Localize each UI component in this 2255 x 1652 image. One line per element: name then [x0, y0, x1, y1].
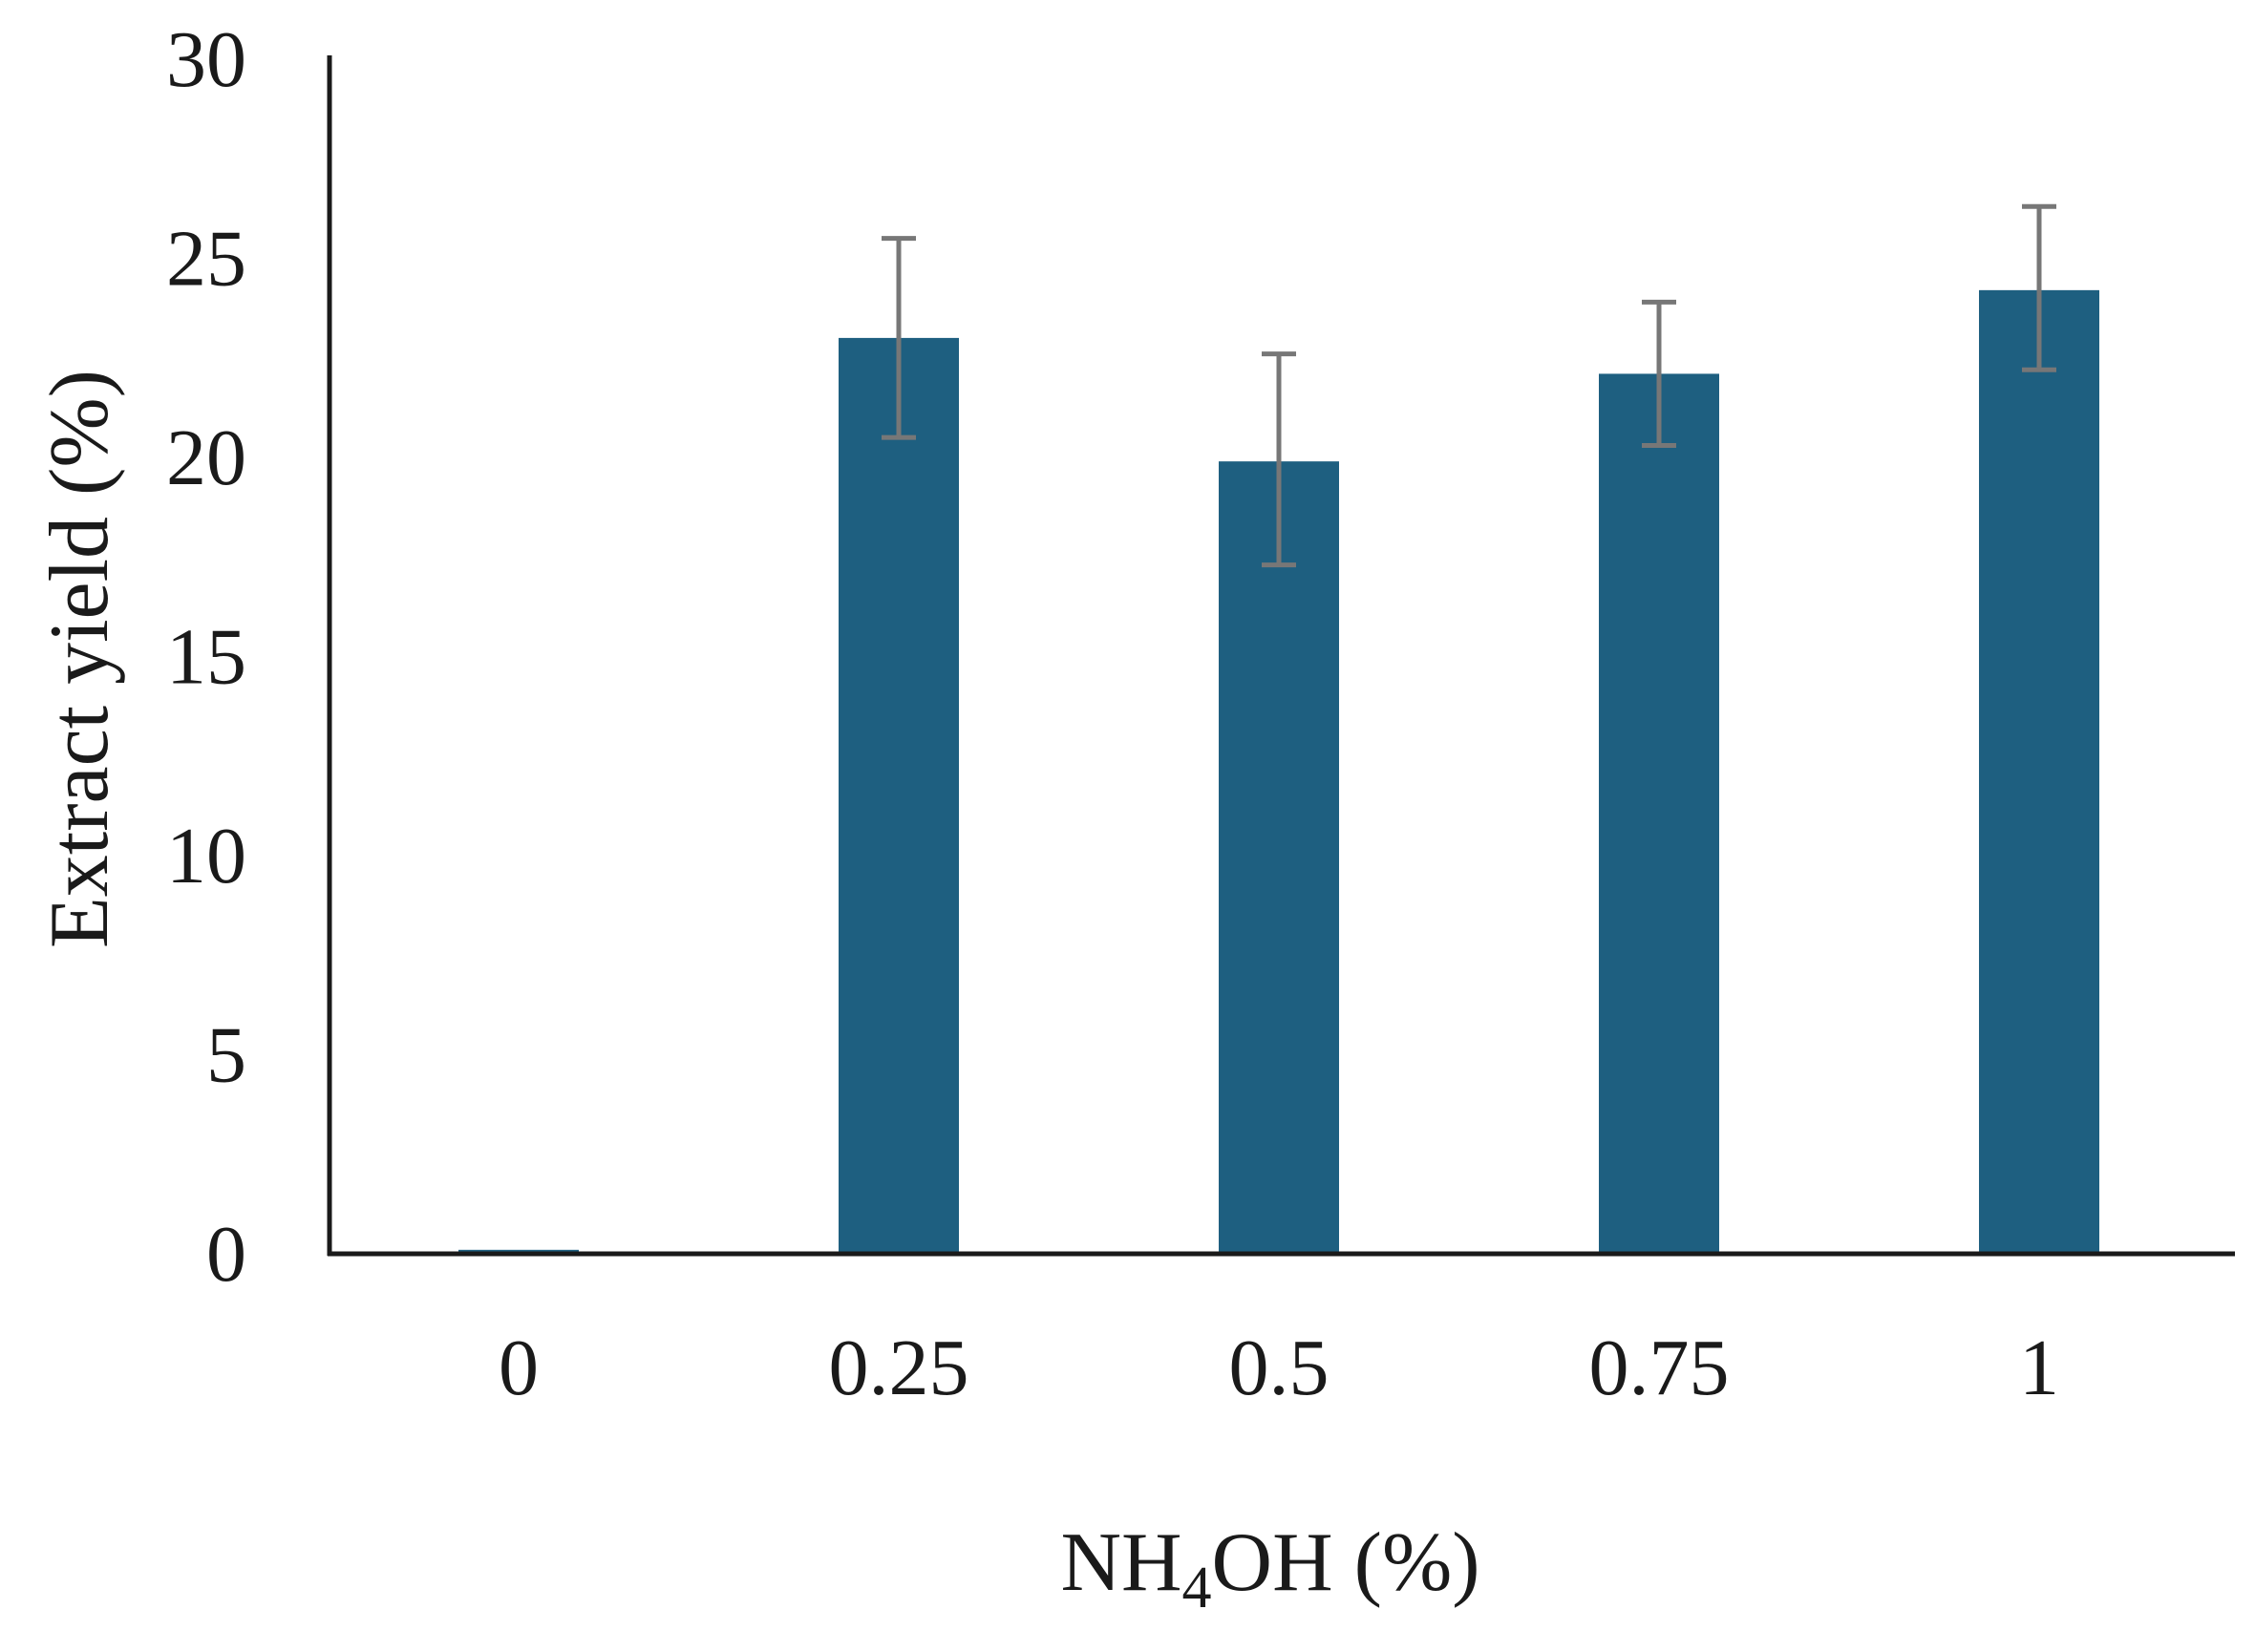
bar-0.75: [1599, 373, 1719, 1254]
y-tick-label: 25: [166, 215, 246, 304]
error-bar-1: [2022, 203, 2056, 372]
error-bar-0.25: [882, 236, 916, 440]
x-axis-title-sub: 4: [1182, 1556, 1212, 1620]
x-tick-label: 0.25: [829, 1324, 969, 1412]
bar-0.25: [839, 337, 959, 1254]
y-tick-label: 10: [166, 812, 246, 900]
bars-group: [458, 289, 2099, 1254]
error-bar-0.5: [1262, 351, 1296, 568]
y-tick-label: 20: [166, 413, 246, 502]
x-tick-label: 0.5: [1229, 1324, 1330, 1412]
x-axis-title-pre: NH: [1060, 1516, 1181, 1609]
error-bars-group: [882, 203, 2056, 568]
x-axis-title: NH4OH (%): [1060, 1516, 1479, 1620]
y-tick-label: 5: [206, 1011, 246, 1100]
y-tick-labels: 0 5 10 15 20 25 30: [166, 15, 246, 1299]
y-tick-label: 15: [166, 613, 246, 702]
x-tick-label: 0: [499, 1324, 539, 1412]
y-tick-label: 0: [206, 1210, 246, 1299]
error-bar-0.75: [1642, 299, 1676, 448]
x-tick-label: 1: [2019, 1324, 2059, 1412]
x-axis-title-post: OH (%): [1212, 1516, 1480, 1609]
y-tick-label: 30: [166, 15, 246, 104]
y-axis-title: Extract yield (%): [33, 370, 126, 948]
bar-0.5: [1219, 461, 1339, 1254]
bar-1: [1979, 289, 2099, 1254]
x-tick-label: 0.75: [1589, 1324, 1730, 1412]
x-tick-labels: 0 0.25 0.5 0.75 1: [499, 1324, 2059, 1412]
